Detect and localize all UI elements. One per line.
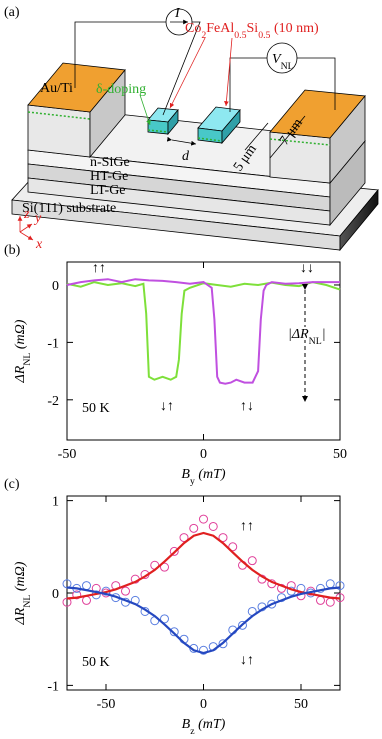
text-part: Co <box>185 21 201 36</box>
y-tick-label: 0 <box>52 587 59 602</box>
y-tick-label: 1 <box>52 495 59 510</box>
x-axis-label: By (mT) <box>181 467 226 487</box>
annotation: ↓↑ <box>160 399 174 414</box>
annotation: 50 K <box>82 655 110 670</box>
data-point <box>160 562 169 572</box>
y-tick-label: -1 <box>47 336 59 351</box>
data-point <box>179 533 189 543</box>
data-point <box>72 590 82 600</box>
data-point <box>218 533 228 543</box>
text-part: ΔR <box>13 365 28 383</box>
x-tick-label: -50 <box>58 447 77 462</box>
subscript: y <box>190 476 195 487</box>
text-part: |ΔR <box>288 327 309 342</box>
data-point <box>208 521 218 531</box>
subscript: 2 <box>201 30 206 41</box>
data-line <box>66 586 341 655</box>
annotation: ↑↓ <box>240 399 254 414</box>
axis-letter: y <box>33 211 42 226</box>
annotation: ↓↑ <box>240 653 254 668</box>
subscript: 0.5 <box>258 30 270 41</box>
x-tick-label: 50 <box>333 447 347 462</box>
device-schematic <box>11 8 379 252</box>
voltage-label: VNL <box>272 52 294 72</box>
x-tick-label: 50 <box>294 697 308 712</box>
data-point <box>267 599 277 609</box>
pad-label: Au/Ti <box>40 81 73 96</box>
data-point <box>169 546 179 556</box>
panel-label: (a) <box>4 5 20 20</box>
substrate-label: Si(111) substrate <box>22 201 116 216</box>
y-tick-label: -2 <box>47 394 59 409</box>
y-tick-label: 0 <box>52 279 59 294</box>
data-point <box>82 595 91 605</box>
axis-letter: z <box>23 207 30 222</box>
subscript: NL <box>22 595 33 608</box>
annotation: ↓↓ <box>300 261 314 276</box>
axis-letter: x <box>35 237 43 252</box>
data-point <box>218 639 228 649</box>
doping-label: δ-doping <box>96 82 146 97</box>
text-part: Si <box>247 21 259 36</box>
data-point <box>325 597 335 607</box>
subscript: NL <box>309 336 322 347</box>
magnitude-label: |ΔRNL| <box>288 327 326 347</box>
y-tick-label: -1 <box>47 679 59 694</box>
data-point <box>247 556 257 566</box>
electrode-label: Co2FeAl0.5Si0.5 (10 nm) <box>185 21 319 41</box>
text-part: B <box>181 467 190 482</box>
text-part: (mT) <box>195 467 226 482</box>
gap-label: d <box>182 149 190 164</box>
x-tick-label: -50 <box>97 697 116 712</box>
text-part: (mT) <box>195 717 226 732</box>
text-part: | <box>322 327 326 342</box>
data-point <box>228 542 238 552</box>
data-point <box>189 523 199 533</box>
layer-label: HT-Ge <box>90 169 128 184</box>
data-point <box>82 581 91 591</box>
text-part: B <box>182 717 191 732</box>
data-point <box>335 581 345 591</box>
data-point <box>121 586 130 596</box>
text-part: (mΩ) <box>13 561 28 594</box>
data-point <box>325 579 335 589</box>
y-axis-label: ΔRNL (mΩ) <box>13 319 33 383</box>
x-tick-label: 0 <box>200 697 207 712</box>
text-part: FeAl <box>206 21 234 36</box>
data-point <box>277 583 286 593</box>
text-part: V <box>272 52 282 67</box>
subscript: 0.5 <box>234 30 246 41</box>
data-point <box>238 620 247 630</box>
annotation: ↑↑ <box>92 261 106 276</box>
text-part: (10 nm) <box>270 21 319 36</box>
data-line <box>66 531 341 600</box>
data-point <box>199 514 208 524</box>
data-line <box>66 278 340 385</box>
x-tick-label: 0 <box>200 447 207 462</box>
data-point <box>160 614 169 624</box>
layer-label: LT-Ge <box>90 183 126 198</box>
text-part: ΔR <box>13 607 28 625</box>
layer-label: n-SiGe <box>90 155 130 170</box>
subscript: NL <box>281 61 294 72</box>
panel-label: (b) <box>4 243 21 258</box>
data-point <box>169 627 179 637</box>
x-axis-label: Bz (mT) <box>182 717 226 737</box>
y-axis-label: ΔRNL (mΩ) <box>13 561 33 625</box>
data-point <box>199 645 208 655</box>
subscript: z <box>190 726 195 737</box>
panel-label: (c) <box>4 477 20 492</box>
current-label: I <box>174 6 181 21</box>
annotation: ↑↑ <box>240 519 254 534</box>
annotation: 50 K <box>82 401 110 416</box>
subscript: NL <box>22 353 33 366</box>
data-point <box>316 595 325 605</box>
text-part: (mΩ) <box>13 319 28 352</box>
data-point <box>277 593 286 603</box>
